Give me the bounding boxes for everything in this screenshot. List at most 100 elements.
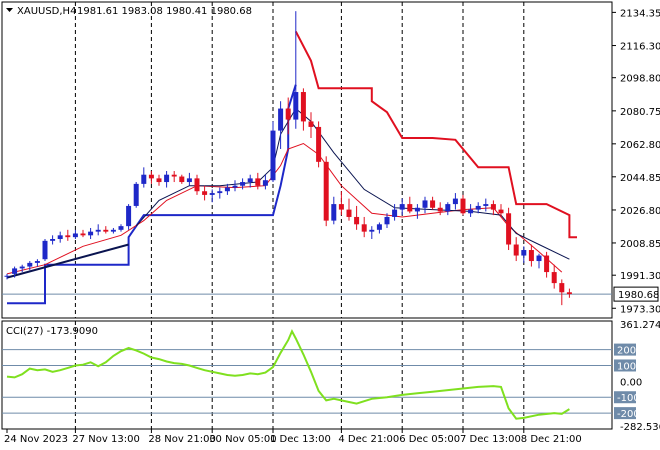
candle [262, 174, 268, 190]
last-price-label: 1980.68 [618, 290, 659, 301]
candle [80, 229, 86, 238]
candle-body [133, 183, 139, 206]
candle [141, 167, 147, 188]
cci-level-tag: -200 [614, 407, 640, 420]
candle [338, 191, 344, 216]
candle-body [148, 174, 154, 179]
candle-body [544, 255, 550, 273]
candle [369, 226, 375, 239]
candle-body [437, 207, 443, 212]
candle-body [323, 161, 329, 221]
candle [118, 224, 124, 232]
candle-body [475, 205, 481, 210]
cci-level-tag: -100 [614, 391, 640, 404]
candle [445, 202, 451, 216]
candle-body [126, 205, 132, 227]
candle-body [566, 292, 572, 295]
last-price-box [613, 286, 659, 302]
time-tick-label: 4 Dec 21:00 [338, 434, 399, 445]
trend-line [6, 243, 129, 279]
cci-level-tag-text: 200 [617, 346, 636, 357]
candle-body [369, 229, 375, 232]
candle [544, 251, 550, 278]
candle-body [513, 244, 519, 256]
candle-body [392, 209, 398, 217]
candle-body [316, 126, 322, 162]
candle [384, 213, 390, 228]
candle [194, 174, 200, 195]
price-tick-label: 2026.80 [620, 206, 660, 217]
cci-label: CCI(27) -173.9090 [6, 326, 98, 337]
cci-level-tag-box [614, 407, 636, 420]
candle [57, 231, 63, 243]
candle [12, 266, 18, 278]
price-axis: 2134.35 2116.30 2098.80 2080.75 2062.80 2044.… [612, 8, 660, 315]
candle-body [338, 204, 344, 210]
candle [88, 227, 94, 239]
candle-body [4, 275, 10, 277]
candle-body [285, 108, 291, 120]
candle-body [521, 250, 527, 256]
candle-body [72, 233, 78, 238]
candle [110, 227, 116, 234]
candle [460, 194, 466, 216]
candle [392, 204, 398, 221]
candle [65, 229, 71, 241]
candle-body [376, 224, 382, 230]
candle [475, 202, 481, 214]
time-tick-label: 7 Dec 13:00 [460, 434, 521, 445]
candle-body [247, 178, 253, 183]
time-tick-label: 8 Dec 21:00 [521, 434, 582, 445]
time-tick-label: 6 Dec 05:00 [399, 434, 460, 445]
cci-tick-label: -282.5362 [620, 422, 660, 433]
candle [171, 171, 177, 183]
candle [551, 264, 557, 289]
cci-level-lines [2, 349, 612, 414]
candle-body [414, 207, 420, 212]
time-tick-label: 24 Nov 2023 [4, 434, 68, 445]
candle-body [384, 216, 390, 225]
candle-body [308, 121, 314, 127]
cci-tick-label: 361.2748 [620, 320, 660, 331]
candle [247, 174, 253, 188]
candle-body [460, 198, 466, 214]
candle-body [156, 178, 162, 183]
candle [255, 172, 261, 190]
candle [209, 189, 215, 203]
candle-body [19, 266, 25, 269]
candle-body [209, 193, 215, 195]
candle [308, 112, 314, 138]
candle-body [194, 178, 200, 192]
candle-body [430, 200, 436, 208]
candle [270, 121, 276, 183]
candle-body [110, 229, 116, 232]
candle-body [270, 130, 276, 181]
candle-body [42, 240, 48, 260]
candle [240, 178, 246, 190]
candle-body [490, 204, 496, 210]
candle [376, 222, 382, 234]
candle-body [255, 178, 261, 186]
candle-body [80, 233, 86, 236]
candle [72, 229, 78, 239]
candle [528, 244, 534, 267]
candle [27, 261, 33, 271]
cci-level-tag-text: 100 [617, 361, 636, 372]
candle [483, 198, 489, 212]
candle [521, 246, 527, 263]
price-tick-label: 2098.80 [620, 74, 660, 85]
time-tick-label: 28 Nov 21:00 [148, 434, 215, 445]
cci-level-tag-box [614, 391, 636, 404]
candle-body [103, 229, 109, 232]
dropdown-triangle-icon[interactable] [6, 8, 13, 12]
candle [354, 205, 360, 230]
candle-body [164, 174, 170, 183]
candle-body [498, 209, 504, 214]
last-price-tag: 1980.68 [613, 286, 659, 302]
cci-tick-label: 0.00 [620, 377, 642, 388]
candle [414, 204, 420, 219]
candle-body [224, 187, 230, 192]
candles [4, 11, 572, 306]
candle-body [361, 224, 367, 232]
candle-body [50, 239, 56, 241]
